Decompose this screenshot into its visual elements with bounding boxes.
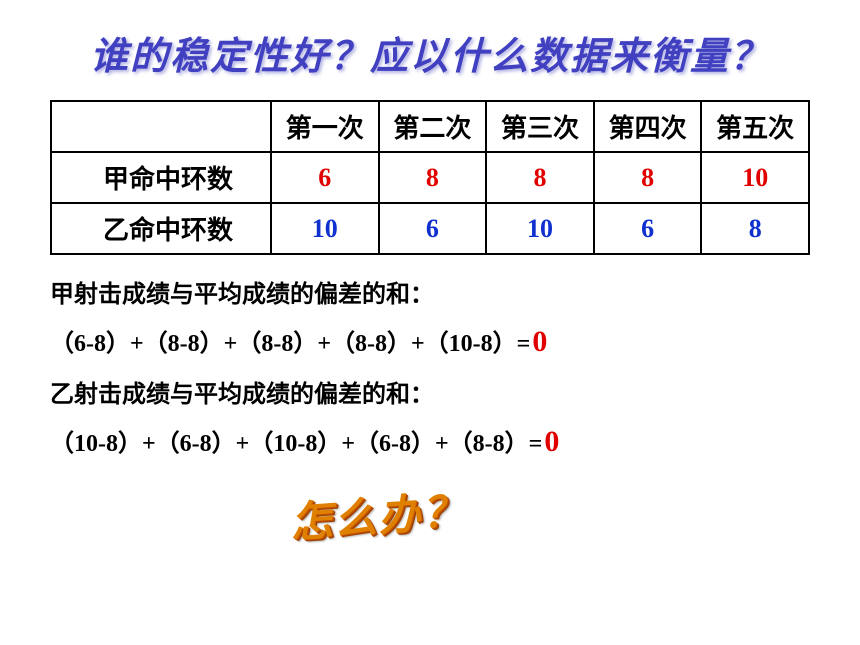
row-a-v2: 8 (379, 152, 487, 203)
a-deviation-label: 甲射击成绩与平均成绩的偏差的和： (50, 277, 810, 313)
row-a-v5: 10 (701, 152, 809, 203)
header-blank (51, 101, 271, 152)
b-formula-text: （10-8）+（6-8）+（10-8）+（6-8）+（8-8）= (50, 431, 542, 457)
table-row: 乙命中环数 10 6 10 6 8 (51, 203, 809, 254)
b-deviation-label: 乙射击成绩与平均成绩的偏差的和： (50, 377, 810, 413)
row-b-v2: 6 (379, 203, 487, 254)
row-b-v4: 6 (594, 203, 702, 254)
table-header-row: 第一次 第二次 第三次 第四次 第五次 (51, 101, 809, 152)
row-b-v3: 10 (486, 203, 594, 254)
row-b-v1: 10 (271, 203, 379, 254)
table-row: 甲命中环数 6 8 8 8 10 (51, 152, 809, 203)
row-b-v5: 8 (701, 203, 809, 254)
header-col-3: 第三次 (486, 101, 594, 152)
header-col-2: 第二次 (379, 101, 487, 152)
row-a-v3: 8 (486, 152, 594, 203)
row-a-v4: 8 (594, 152, 702, 203)
b-formula-answer: 0 (544, 425, 559, 458)
header-col-4: 第四次 (594, 101, 702, 152)
a-deviation-formula: （6-8）+（8-8）+（8-8）+（8-8）+（10-8）=0 (50, 323, 810, 359)
row-a-v1: 6 (271, 152, 379, 203)
header-col-1: 第一次 (271, 101, 379, 152)
header-col-5: 第五次 (701, 101, 809, 152)
title-heading: 谁的稳定性好？应以什么数据来衡量？ (50, 25, 810, 80)
row-a-label: 甲命中环数 (51, 152, 271, 203)
b-deviation-formula: （10-8）+（6-8）+（10-8）+（6-8）+（8-8）=0 (50, 423, 810, 459)
scores-table: 第一次 第二次 第三次 第四次 第五次 甲命中环数 6 8 8 8 10 乙命中… (50, 100, 810, 255)
a-formula-answer: 0 (532, 325, 547, 358)
row-b-label: 乙命中环数 (51, 203, 271, 254)
howto-callout: 怎么办？ (288, 477, 468, 550)
a-formula-text: （6-8）+（8-8）+（8-8）+（8-8）+（10-8）= (50, 331, 530, 357)
